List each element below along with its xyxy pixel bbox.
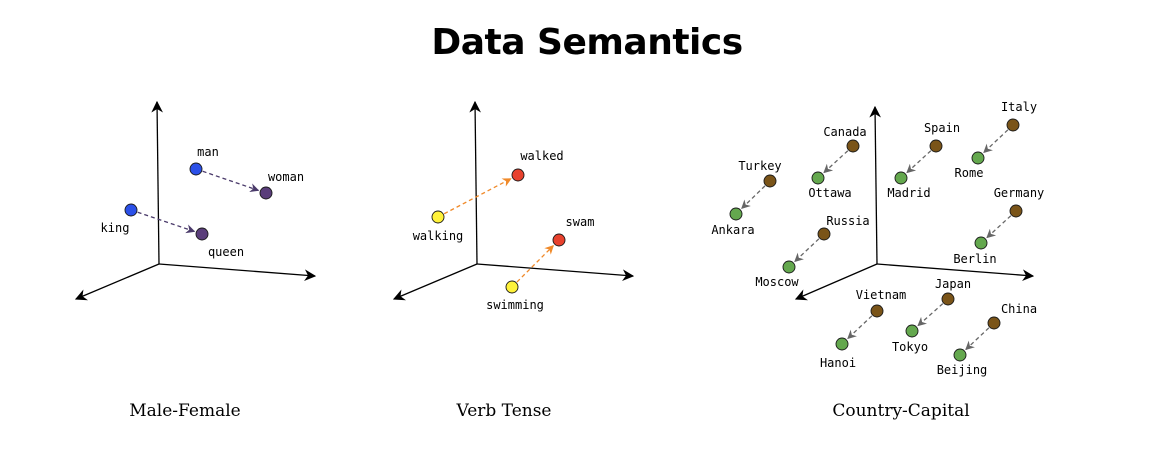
point-walked [511, 168, 525, 182]
verb-tense-depth-axis [392, 263, 478, 301]
country-capital-arrow-6 [847, 315, 873, 340]
country-capital-arrow-5 [794, 238, 820, 263]
label-tokyo: Tokyo [892, 340, 928, 354]
country-capital-arrow-0 [741, 185, 766, 210]
country-capital-arrow-8 [965, 327, 990, 351]
point-hanoi [835, 337, 849, 351]
point-walking [431, 210, 445, 224]
label-japan: Japan [935, 277, 971, 291]
country-capital-vertical-axis [869, 105, 881, 265]
label-walked: walked [520, 149, 563, 163]
point-madrid [894, 171, 908, 185]
label-queen: queen [208, 245, 244, 259]
male-female-arrow-0 [202, 170, 260, 193]
male-female-caption: Male-Female [129, 401, 240, 421]
page-title: Data Semantics [431, 22, 743, 63]
label-berlin: Berlin [953, 252, 996, 266]
label-king: king [101, 221, 130, 235]
label-ankara: Ankara [711, 223, 754, 237]
label-walking: walking [413, 229, 464, 243]
label-rome: Rome [955, 166, 984, 180]
country-capital-depth-axis [794, 263, 878, 301]
verb-tense-arrow-0 [443, 178, 512, 215]
label-madrid: Madrid [887, 186, 930, 200]
label-china: China [1001, 302, 1037, 316]
label-swimming: swimming [486, 298, 544, 312]
label-germany: Germany [994, 186, 1045, 200]
label-italy: Italy [1001, 100, 1037, 114]
male-female-vertical-axis [151, 100, 163, 265]
label-spain: Spain [924, 121, 960, 135]
point-rome [971, 151, 985, 165]
country-capital-x-axis [876, 263, 1035, 282]
point-germany [1009, 204, 1023, 218]
point-ottawa [811, 171, 825, 185]
male-female-depth-axis [74, 263, 160, 301]
verb-tense-vertical-axis [469, 100, 481, 265]
point-italy [1006, 118, 1020, 132]
label-beijing: Beijing [937, 363, 988, 377]
country-capital-arrow-1 [823, 150, 849, 174]
point-japan [941, 292, 955, 306]
point-swam [552, 233, 566, 247]
verb-tense-caption: Verb Tense [455, 401, 551, 421]
point-swimming [505, 280, 519, 294]
country-capital-arrow-2 [906, 150, 932, 174]
point-woman [259, 186, 273, 200]
verb-tense-arrow-1 [516, 245, 554, 283]
label-moscow: Moscow [755, 275, 799, 289]
country-capital-arrow-7 [917, 303, 944, 327]
label-ottawa: Ottawa [808, 186, 851, 200]
label-man: man [197, 145, 219, 159]
point-man [189, 162, 203, 176]
verb-tense-x-axis [476, 263, 635, 282]
label-woman: woman [268, 170, 304, 184]
point-russia [817, 227, 831, 241]
point-moscow [782, 260, 796, 274]
label-swam: swam [566, 215, 595, 229]
label-russia: Russia [826, 214, 869, 228]
male-female-x-axis [158, 263, 317, 282]
point-china [987, 316, 1001, 330]
point-berlin [974, 236, 988, 250]
country-capital-arrow-3 [983, 129, 1009, 154]
point-queen [195, 227, 209, 241]
country-capital-arrow-4 [986, 215, 1012, 239]
country-capital-caption: Country-Capital [832, 401, 969, 421]
label-vietnam: Vietnam [856, 288, 907, 302]
label-turkey: Turkey [738, 159, 781, 173]
label-hanoi: Hanoi [820, 356, 856, 370]
point-canada [846, 139, 860, 153]
point-vietnam [870, 304, 884, 318]
point-beijing [953, 348, 967, 362]
point-spain [929, 139, 943, 153]
point-king [124, 203, 138, 217]
point-turkey [763, 174, 777, 188]
label-canada: Canada [823, 125, 866, 139]
point-tokyo [905, 324, 919, 338]
male-female-arrow-1 [137, 211, 196, 234]
point-ankara [729, 207, 743, 221]
